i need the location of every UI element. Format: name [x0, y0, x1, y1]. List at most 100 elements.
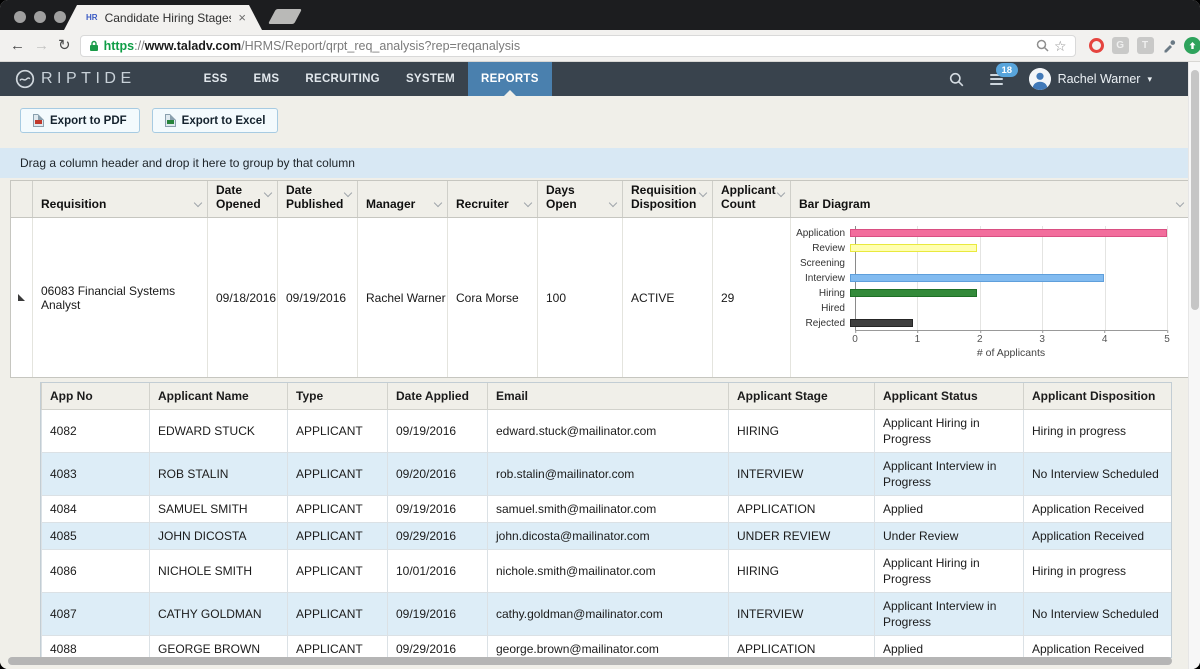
table-cell: APPLICANT	[288, 496, 388, 523]
g-extension-icon[interactable]: G	[1112, 37, 1129, 54]
applicant-detail-panel: App NoApplicant NameTypeDate AppliedEmai…	[40, 382, 1172, 658]
cell-recruiter: Cora Morse	[448, 218, 538, 377]
nav-item-recruiting[interactable]: RECRUITING	[292, 62, 393, 96]
app-logo[interactable]: RIPTIDE	[0, 69, 136, 89]
table-cell: nichole.smith@mailinator.com	[488, 550, 729, 593]
user-menu[interactable]: Rachel Warner ▾	[1029, 68, 1152, 90]
table-row[interactable]: 4084SAMUEL SMITHAPPLICANT09/19/2016samue…	[42, 496, 1173, 523]
sort-caret-icon[interactable]	[264, 189, 272, 197]
sort-caret-icon[interactable]	[777, 189, 785, 197]
table-cell: JOHN DICOSTA	[150, 523, 288, 550]
table-cell: 09/29/2016	[388, 523, 488, 550]
user-name: Rachel Warner	[1058, 72, 1141, 86]
url-bar[interactable]: https://www.taladv.com/HRMS/Report/qrpt_…	[80, 35, 1076, 57]
global-search-icon[interactable]	[949, 72, 964, 87]
sort-caret-icon[interactable]	[344, 189, 352, 197]
table-cell: APPLICANT	[288, 593, 388, 636]
row-expander[interactable]	[11, 218, 33, 377]
table-cell: EDWARD STUCK	[150, 410, 288, 453]
table-row[interactable]: 4085JOHN DICOSTAAPPLICANT09/29/2016john.…	[42, 523, 1173, 550]
grid-header-bar-diagram[interactable]: Bar Diagram	[791, 181, 1189, 217]
new-tab-button[interactable]	[268, 9, 302, 24]
browser-window: HR Candidate Hiring Stages × ← → ↻ https…	[0, 0, 1200, 669]
column-header-type[interactable]: Type	[288, 383, 388, 410]
sort-caret-icon[interactable]	[524, 199, 532, 207]
table-cell: 4085	[42, 523, 150, 550]
grid-header-expander	[11, 181, 33, 217]
grid-header-requisition[interactable]: Requisition	[33, 181, 208, 217]
minimize-window-button[interactable]	[34, 11, 46, 23]
chart-bar-rejected	[850, 319, 913, 327]
green-extension-icon[interactable]	[1184, 37, 1200, 54]
table-cell: APPLICANT	[288, 453, 388, 496]
group-by-drop-zone[interactable]: Drag a column header and drop it here to…	[0, 148, 1200, 178]
sort-caret-icon[interactable]	[434, 199, 442, 207]
grid-header-applicant-count[interactable]: Applicant Count	[713, 181, 791, 217]
chevron-down-icon: ▾	[1147, 74, 1152, 85]
table-cell: 4083	[42, 453, 150, 496]
chart-category-label: Application	[791, 228, 850, 239]
column-header-applicant-disposition[interactable]: Applicant Disposition	[1024, 383, 1173, 410]
opera-extension-icon[interactable]	[1089, 38, 1104, 53]
refresh-icon[interactable]: ↻	[58, 38, 71, 53]
vertical-scrollbar[interactable]	[1188, 62, 1200, 669]
column-header-applicant-name[interactable]: Applicant Name	[150, 383, 288, 410]
column-header-applicant-stage[interactable]: Applicant Stage	[729, 383, 875, 410]
eyedropper-extension-icon[interactable]	[1162, 39, 1176, 53]
column-header-date-applied[interactable]: Date Applied	[388, 383, 488, 410]
grid-header-days-open[interactable]: Days Open	[538, 181, 623, 217]
grid-header-manager[interactable]: Manager	[358, 181, 448, 217]
notifications-button[interactable]: 18	[990, 71, 1003, 87]
table-cell: No Interview Scheduled	[1024, 593, 1173, 636]
bookmark-star-icon[interactable]: ☆	[1054, 39, 1067, 53]
table-cell: SAMUEL SMITH	[150, 496, 288, 523]
sort-caret-icon[interactable]	[609, 199, 617, 207]
close-window-button[interactable]	[14, 11, 26, 23]
table-cell: 4086	[42, 550, 150, 593]
grid-header-requisition-disposition[interactable]: Requisition Disposition	[623, 181, 713, 217]
column-header-app-no[interactable]: App No	[42, 383, 150, 410]
table-row[interactable]: 4086NICHOLE SMITHAPPLICANT10/01/2016nich…	[42, 550, 1173, 593]
window-controls[interactable]	[14, 11, 66, 23]
cell-requisition: 06083 Financial Systems Analyst	[33, 218, 208, 377]
column-header-email[interactable]: Email	[488, 383, 729, 410]
table-row[interactable]: 4083ROB STALINAPPLICANT09/20/2016rob.sta…	[42, 453, 1173, 496]
table-row[interactable]: 4087CATHY GOLDMANAPPLICANT09/19/2016cath…	[42, 593, 1173, 636]
chart-bar-hiring	[850, 289, 977, 297]
table-cell: 09/29/2016	[388, 636, 488, 659]
nav-item-system[interactable]: SYSTEM	[393, 62, 468, 96]
sort-caret-icon[interactable]	[1176, 199, 1184, 207]
chart-category-label: Hiring	[791, 288, 850, 299]
export-excel-button[interactable]: Export to Excel	[152, 108, 279, 133]
export-pdf-button[interactable]: Export to PDF	[20, 108, 140, 133]
nav-item-reports[interactable]: REPORTS	[468, 62, 552, 96]
tab-close-icon[interactable]: ×	[238, 11, 246, 24]
table-cell: Application Received	[1024, 636, 1173, 659]
forward-icon: →	[34, 38, 49, 53]
table-row[interactable]: 4082EDWARD STUCKAPPLICANT09/19/2016edwar…	[42, 410, 1173, 453]
search-icon[interactable]	[1036, 39, 1049, 52]
browser-tab[interactable]: HR Candidate Hiring Stages ×	[64, 5, 262, 30]
horizontal-scrollbar-thumb[interactable]	[8, 657, 1172, 665]
maximize-window-button[interactable]	[54, 11, 66, 23]
table-row[interactable]: 4088GEORGE BROWNAPPLICANT09/29/2016georg…	[42, 636, 1173, 659]
grid-header-date-published[interactable]: Date Published	[278, 181, 358, 217]
requisition-row[interactable]: 06083 Financial Systems Analyst09/18/201…	[11, 218, 1189, 378]
table-cell: APPLICANT	[288, 636, 388, 659]
column-header-applicant-status[interactable]: Applicant Status	[875, 383, 1024, 410]
nav-item-ems[interactable]: EMS	[241, 62, 293, 96]
t-extension-icon[interactable]: T	[1137, 37, 1154, 54]
table-cell: UNDER REVIEW	[729, 523, 875, 550]
sort-caret-icon[interactable]	[699, 189, 707, 197]
grid-header-date-opened[interactable]: Date Opened	[208, 181, 278, 217]
navbar-right: 18 Rachel Warner ▾	[949, 68, 1200, 90]
chart-category-label: Review	[791, 243, 850, 254]
vertical-scrollbar-thumb[interactable]	[1191, 70, 1199, 310]
sort-caret-icon[interactable]	[194, 199, 202, 207]
back-icon[interactable]: ←	[10, 38, 25, 53]
grid-header-recruiter[interactable]: Recruiter	[448, 181, 538, 217]
nav-item-ess[interactable]: ESS	[191, 62, 241, 96]
browser-toolbar: ← → ↻ https://www.taladv.com/HRMS/Report…	[0, 30, 1200, 62]
table-cell: 4088	[42, 636, 150, 659]
table-cell: 09/19/2016	[388, 496, 488, 523]
